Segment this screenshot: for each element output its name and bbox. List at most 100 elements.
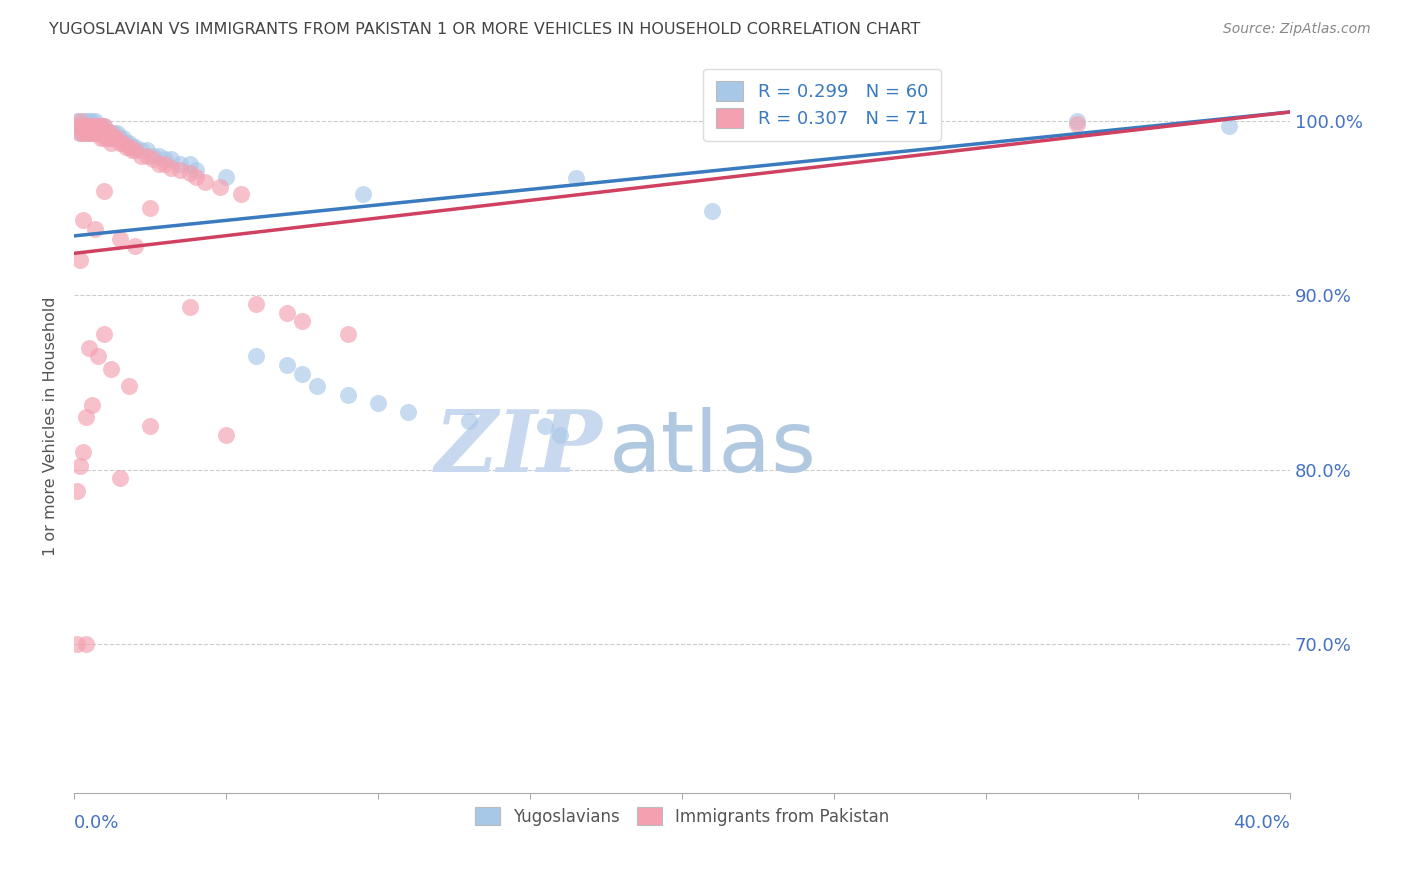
Point xyxy=(1066,117,1088,131)
Point xyxy=(336,388,359,402)
Point xyxy=(129,144,152,158)
Point xyxy=(108,232,131,246)
Point xyxy=(142,152,165,166)
Point xyxy=(336,326,359,341)
Point xyxy=(155,157,177,171)
Point xyxy=(75,410,97,425)
Point xyxy=(108,471,131,485)
Point xyxy=(75,126,97,140)
Point xyxy=(100,131,122,145)
Point xyxy=(75,119,97,133)
Point xyxy=(121,140,143,154)
Point xyxy=(108,136,131,151)
Point xyxy=(564,171,586,186)
Point xyxy=(69,119,91,133)
Point xyxy=(550,428,572,442)
Point xyxy=(69,253,91,268)
Point xyxy=(179,301,201,315)
Point xyxy=(136,148,159,162)
Point xyxy=(103,131,125,145)
Point xyxy=(1066,113,1088,128)
Point xyxy=(245,349,267,363)
Point xyxy=(90,119,112,133)
Point xyxy=(79,119,101,133)
Point xyxy=(96,131,118,145)
Point xyxy=(160,152,183,166)
Point xyxy=(66,113,89,128)
Point xyxy=(124,239,146,253)
Point xyxy=(276,306,298,320)
Point xyxy=(184,162,207,177)
Point xyxy=(139,419,162,434)
Point xyxy=(139,201,162,215)
Text: YUGOSLAVIAN VS IMMIGRANTS FROM PAKISTAN 1 OR MORE VEHICLES IN HOUSEHOLD CORRELAT: YUGOSLAVIAN VS IMMIGRANTS FROM PAKISTAN … xyxy=(49,22,921,37)
Point xyxy=(215,428,238,442)
Point xyxy=(82,119,104,133)
Point xyxy=(79,113,101,128)
Point xyxy=(179,166,201,180)
Legend: Yugoslavians, Immigrants from Pakistan: Yugoslavians, Immigrants from Pakistan xyxy=(465,797,900,836)
Point xyxy=(103,126,125,140)
Point xyxy=(79,126,101,140)
Point xyxy=(276,358,298,372)
Point xyxy=(90,131,112,145)
Point xyxy=(108,131,131,145)
Point xyxy=(114,140,136,154)
Point xyxy=(93,119,115,133)
Point xyxy=(93,126,115,140)
Point xyxy=(96,126,118,140)
Point xyxy=(72,213,94,227)
Point xyxy=(352,186,374,201)
Point xyxy=(93,326,115,341)
Point xyxy=(75,126,97,140)
Point xyxy=(702,204,724,219)
Point xyxy=(136,144,159,158)
Point xyxy=(75,637,97,651)
Point xyxy=(118,136,141,151)
Point xyxy=(169,157,191,171)
Point xyxy=(82,398,104,412)
Point xyxy=(148,157,170,171)
Point xyxy=(155,152,177,166)
Point xyxy=(148,148,170,162)
Point xyxy=(184,169,207,184)
Point xyxy=(124,144,146,158)
Point xyxy=(129,148,152,162)
Point xyxy=(72,119,94,133)
Point xyxy=(121,144,143,158)
Point xyxy=(160,161,183,175)
Point xyxy=(534,419,557,434)
Point xyxy=(118,379,141,393)
Point xyxy=(1218,119,1240,133)
Point xyxy=(82,113,104,128)
Point xyxy=(291,314,314,328)
Point xyxy=(100,361,122,376)
Point xyxy=(93,184,115,198)
Point xyxy=(291,367,314,381)
Point xyxy=(307,379,329,393)
Point xyxy=(82,119,104,133)
Point xyxy=(69,126,91,140)
Text: Source: ZipAtlas.com: Source: ZipAtlas.com xyxy=(1223,22,1371,37)
Point xyxy=(69,126,91,140)
Point xyxy=(90,119,112,133)
Point xyxy=(169,162,191,177)
Point xyxy=(84,119,107,133)
Point xyxy=(87,119,110,133)
Point xyxy=(79,126,101,140)
Point xyxy=(72,119,94,133)
Point xyxy=(84,126,107,140)
Point xyxy=(118,140,141,154)
Point xyxy=(96,126,118,140)
Point xyxy=(398,405,420,419)
Point xyxy=(93,131,115,145)
Point xyxy=(87,126,110,140)
Point xyxy=(100,136,122,151)
Point xyxy=(87,349,110,363)
Point xyxy=(72,445,94,459)
Point xyxy=(79,119,101,133)
Point xyxy=(87,119,110,133)
Point xyxy=(111,131,134,145)
Point xyxy=(93,119,115,133)
Text: 0.0%: 0.0% xyxy=(75,814,120,831)
